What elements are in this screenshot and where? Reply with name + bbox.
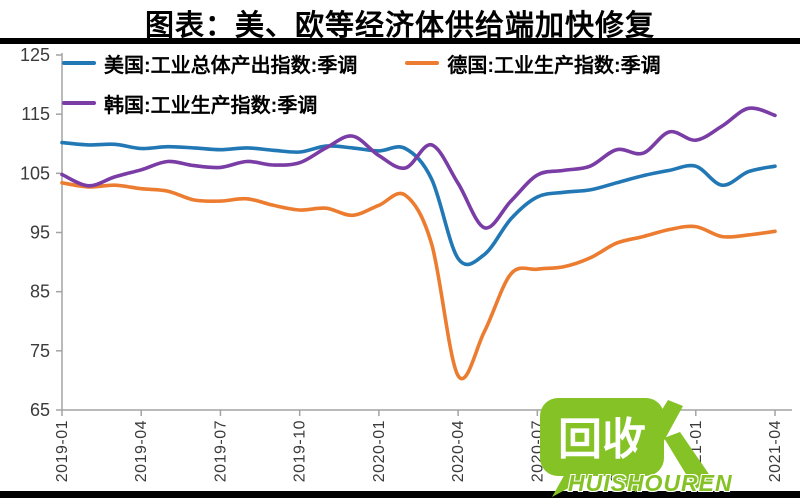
y-axis-label: 115 xyxy=(21,104,50,124)
legend-item: 韩国:工业生产指数:季调 xyxy=(62,89,317,118)
series-line-2 xyxy=(60,106,777,230)
x-axis-label: 2019-07 xyxy=(212,420,229,482)
watermark-brand-text: HUISHOUREN xyxy=(568,470,733,496)
y-axis-label: 105 xyxy=(20,163,50,183)
x-axis-label: 2020-04 xyxy=(450,420,467,482)
legend-item: 德国:工业生产指数:季调 xyxy=(405,49,661,78)
y-axis-label: 75 xyxy=(30,341,50,361)
y-axis-label: 95 xyxy=(30,223,50,243)
watermark-bubble-text: 回收 xyxy=(558,415,646,464)
series-line-1 xyxy=(60,181,777,381)
chart-title: 图表：美、欧等经济体供给端加快修复 xyxy=(144,10,655,42)
x-axis-label: 2020-01 xyxy=(371,420,388,482)
legend-label: 德国:工业生产指数:季调 xyxy=(447,54,661,77)
bottom-black-bar xyxy=(0,491,800,498)
legend-line-swatch-icon xyxy=(405,61,440,65)
legend-label: 韩国:工业生产指数:季调 xyxy=(104,94,318,117)
x-axis-label: 2019-10 xyxy=(292,420,309,482)
legend-row: 美国:工业总体产出指数:季调 德国:工业生产指数:季调 xyxy=(62,46,762,80)
legend-line-swatch-icon xyxy=(62,61,96,65)
legend-row: 韩国:工业生产指数:季调 xyxy=(62,86,762,120)
y-axis-label: 85 xyxy=(30,282,50,302)
ren-figure-icon xyxy=(664,432,713,489)
series-line-0 xyxy=(60,140,777,267)
x-axis-label: 2021-04 xyxy=(767,420,784,482)
chart-legend: 美国:工业总体产出指数:季调 德国:工业生产指数:季调韩国:工业生产指数:季调 xyxy=(62,46,762,126)
speech-bubble-tail-icon xyxy=(552,472,598,497)
x-axis-label: 2019-04 xyxy=(133,420,150,482)
x-axis-label: 2019-01 xyxy=(54,420,71,482)
watermark-logo: 回收 HUISHOUREN xyxy=(532,394,800,500)
title-divider xyxy=(0,38,800,44)
ren-figure-icon xyxy=(617,400,683,492)
watermark-graphic: 回收 xyxy=(540,398,713,497)
y-axis-label: 65 xyxy=(30,400,50,420)
legend-line-swatch-icon xyxy=(62,101,96,105)
legend-item: 美国:工业总体产出指数:季调 xyxy=(62,49,357,78)
legend-label: 美国:工业总体产出指数:季调 xyxy=(104,54,358,77)
y-axis-label: 125 xyxy=(20,45,50,65)
